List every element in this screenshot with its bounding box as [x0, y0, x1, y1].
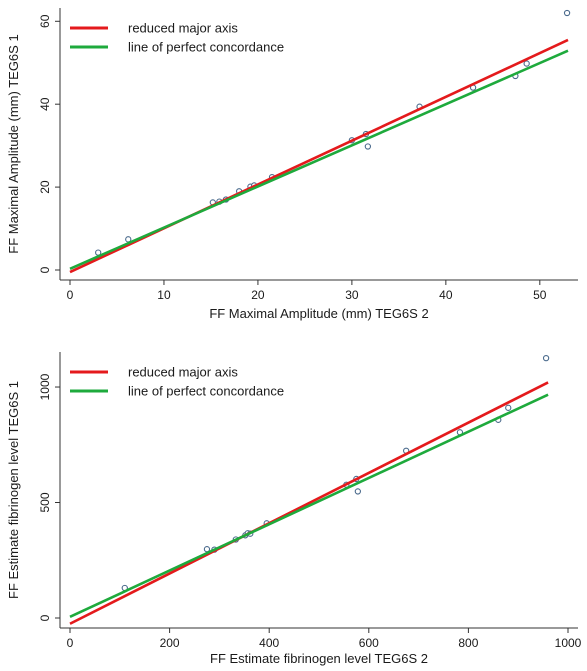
- y-tick-label: 20: [38, 180, 52, 194]
- reduced-major-axis-line: [69, 381, 549, 625]
- x-tick-label: 50: [533, 288, 547, 302]
- legend-label: line of perfect concordance: [128, 384, 284, 399]
- concordance-line: [69, 49, 569, 270]
- x-tick-label: 1000: [555, 636, 582, 650]
- data-point: [364, 143, 372, 150]
- y-tick-label: 0: [38, 266, 52, 273]
- x-tick-label: 30: [345, 288, 359, 302]
- y-axis-label: FF Maximal Amplitude (mm) TEG6S 1: [6, 34, 21, 253]
- x-tick-label: 10: [157, 288, 171, 302]
- x-tick-label: 400: [259, 636, 279, 650]
- data-point: [505, 404, 512, 411]
- y-tick-label: 0: [38, 614, 52, 621]
- x-tick-label: 600: [359, 636, 379, 650]
- data-point: [523, 60, 530, 67]
- data-point: [542, 355, 550, 362]
- y-tick-label: 1000: [38, 373, 52, 400]
- data-point: [354, 488, 361, 495]
- legend-label: reduced major axis: [128, 365, 238, 380]
- y-tick-label: 500: [38, 492, 52, 512]
- plot-max-amplitude: 0 10 20 30 40 50 0 20 40 60 FF Maximal Amplitude (…: [6, 8, 578, 321]
- x-axis-label: FF Maximal Amplitude (mm) TEG6S 2: [209, 306, 428, 321]
- y-axis-label: FF Estimate fibrinogen level TEG6S 1: [6, 381, 21, 599]
- x-tick-label: 40: [439, 288, 453, 302]
- x-tick-label: 800: [458, 636, 478, 650]
- x-tick-label: 200: [160, 636, 180, 650]
- legend-label: line of perfect concordance: [128, 40, 284, 55]
- x-axis-label: FF Estimate fibrinogen level TEG6S 2: [210, 651, 428, 666]
- x-tick-label: 0: [67, 636, 74, 650]
- x-tick-label: 0: [67, 288, 74, 302]
- y-tick-label: 60: [38, 14, 52, 28]
- data-point: [563, 9, 571, 17]
- plot-fibrinogen: 0 200 400 600 800 1000 0 500 1000 FF Estimate fib…: [6, 352, 582, 666]
- y-tick-label: 40: [38, 97, 52, 111]
- concordance-line: [69, 393, 549, 619]
- legend-label: reduced major axis: [128, 21, 238, 36]
- x-tick-label: 20: [251, 288, 265, 302]
